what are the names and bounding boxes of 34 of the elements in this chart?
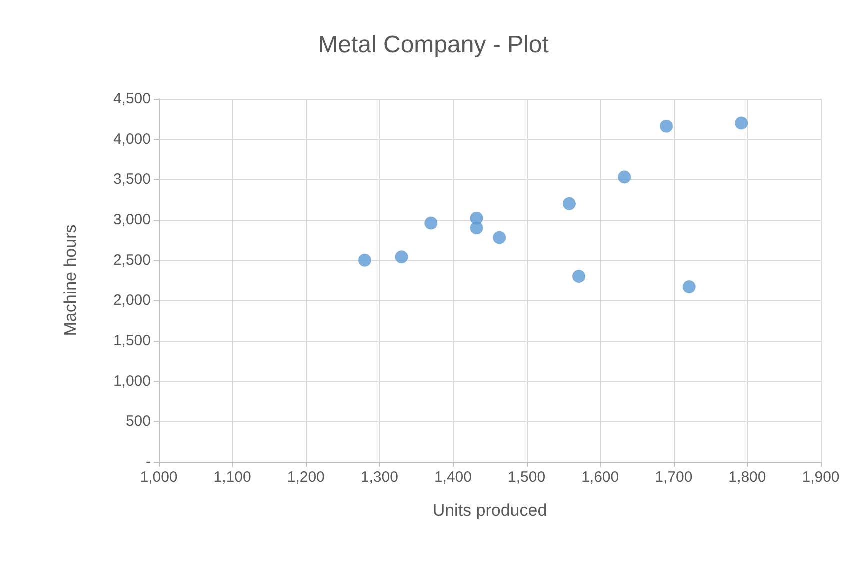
y-tick-label: 1,000 [113, 372, 151, 390]
point [493, 231, 506, 244]
x-tick-label: 1,500 [508, 469, 546, 486]
x-tick-label: 1,200 [287, 469, 325, 486]
y-tick-label: 4,500 [113, 90, 151, 108]
point [735, 116, 748, 130]
y-tick-label: 3,500 [113, 171, 151, 188]
y-tick-label: 500 [126, 413, 151, 430]
y-tick-label: 2,000 [113, 292, 151, 310]
x-tick-label: 1,900 [802, 469, 840, 486]
x-tick-label: 1,400 [434, 469, 472, 486]
x-tick-label: 1,800 [728, 469, 766, 486]
x-tick-label: 1,000 [140, 469, 178, 486]
point [618, 170, 632, 184]
point [660, 120, 674, 133]
y-tick-label: 2,500 [113, 252, 151, 269]
x-tick-label: 1,300 [360, 469, 398, 486]
y-tick-label: - [146, 454, 151, 470]
y-axis-title: Machine hours [61, 224, 80, 336]
chart-title: Metal Company - Plot [318, 32, 550, 58]
point [682, 280, 696, 294]
point [470, 222, 484, 235]
point [358, 254, 372, 267]
x-tick-label: 1,600 [582, 469, 620, 486]
y-tick-label: 3,000 [113, 212, 151, 228]
x-tick-label: 1,700 [655, 469, 693, 486]
point [572, 270, 586, 283]
point [562, 197, 576, 210]
y-tick-label: 1,500 [113, 332, 151, 350]
x-axis-title: Units produced [432, 501, 548, 520]
point [395, 250, 408, 264]
x-tick-label: 1,100 [214, 469, 252, 486]
point [424, 216, 438, 230]
y-tick-label: 4,000 [113, 130, 151, 148]
